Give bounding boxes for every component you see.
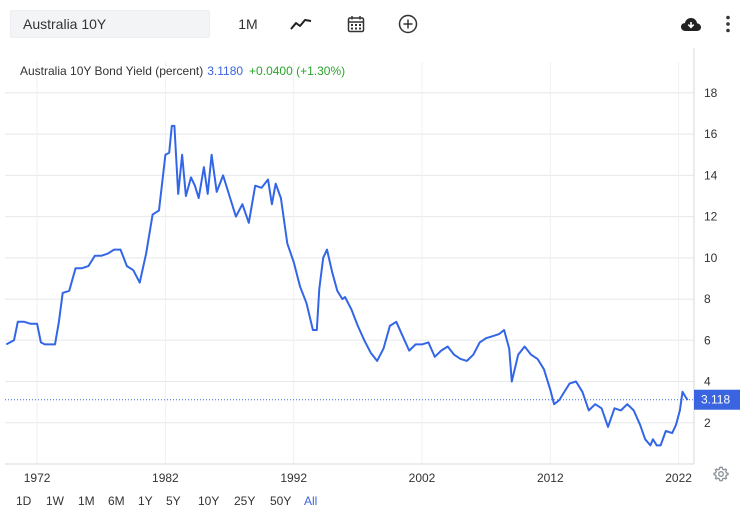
x-tick-label: 1982 xyxy=(152,471,179,485)
range-1y[interactable]: 1Y xyxy=(138,494,153,508)
current-value-label: 3.118 xyxy=(701,393,730,407)
range-1m[interactable]: 1M xyxy=(78,494,95,508)
x-tick-label: 1972 xyxy=(24,471,51,485)
x-tick-label: 2012 xyxy=(537,471,564,485)
range-6m[interactable]: 6M xyxy=(108,494,125,508)
more-vertical-icon[interactable] xyxy=(722,12,734,36)
add-circle-icon[interactable] xyxy=(397,12,419,36)
series-line xyxy=(5,124,689,447)
symbol-search-input[interactable]: Australia 10Y xyxy=(10,10,210,38)
chart-legend: Australia 10Y Bond Yield (percent) 3.1180… xyxy=(20,64,345,78)
chart-grid xyxy=(5,48,695,465)
legend-series-change: +0.0400 (+1.30%) xyxy=(249,64,346,78)
x-axis: 1972 1982 1992 2002 2012 2022 xyxy=(24,471,693,485)
range-10y[interactable]: 10Y xyxy=(198,494,220,508)
range-all[interactable]: All xyxy=(304,494,318,508)
settings-gear-icon[interactable] xyxy=(713,466,729,487)
range-5y[interactable]: 5Y xyxy=(166,494,181,508)
x-tick-label: 1992 xyxy=(280,471,307,485)
range-1d[interactable]: 1D xyxy=(16,494,32,508)
range-50y[interactable]: 50Y xyxy=(270,494,292,508)
x-tick-label: 2002 xyxy=(409,471,436,485)
y-tick-label: 8 xyxy=(704,292,711,306)
range-selector: 1D 1W 1M 6M 1Y 5Y 10Y 25Y 50Y All xyxy=(16,494,324,510)
y-tick-label: 16 xyxy=(704,127,718,141)
y-tick-label: 14 xyxy=(704,168,718,182)
legend-series-name: Australia 10Y Bond Yield (percent) xyxy=(20,64,204,78)
y-tick-label: 10 xyxy=(704,251,718,265)
current-value-tag xyxy=(694,389,740,410)
range-25y[interactable]: 25Y xyxy=(234,494,256,508)
toolbar: Australia 10Y 1M xyxy=(0,0,746,48)
line-chart-icon[interactable] xyxy=(289,12,313,36)
y-tick-label: 2 xyxy=(704,416,711,430)
y-axis: 2 4 6 8 10 12 14 16 18 xyxy=(704,86,718,430)
y-tick-label: 4 xyxy=(704,375,711,389)
y-tick-label: 12 xyxy=(704,210,718,224)
calendar-icon[interactable] xyxy=(345,12,367,36)
y-tick-label: 18 xyxy=(704,86,718,100)
range-1w[interactable]: 1W xyxy=(46,494,64,508)
cloud-download-icon[interactable] xyxy=(680,12,702,36)
chart-area[interactable]: 1972 1982 1992 2002 2012 2022 24681012141618 … xyxy=(0,48,746,488)
interval-button[interactable]: 1M xyxy=(238,16,258,32)
legend-series-value: 3.1180 xyxy=(207,64,244,78)
x-tick-label: 2022 xyxy=(665,471,692,485)
y-tick-label: 6 xyxy=(704,333,711,347)
